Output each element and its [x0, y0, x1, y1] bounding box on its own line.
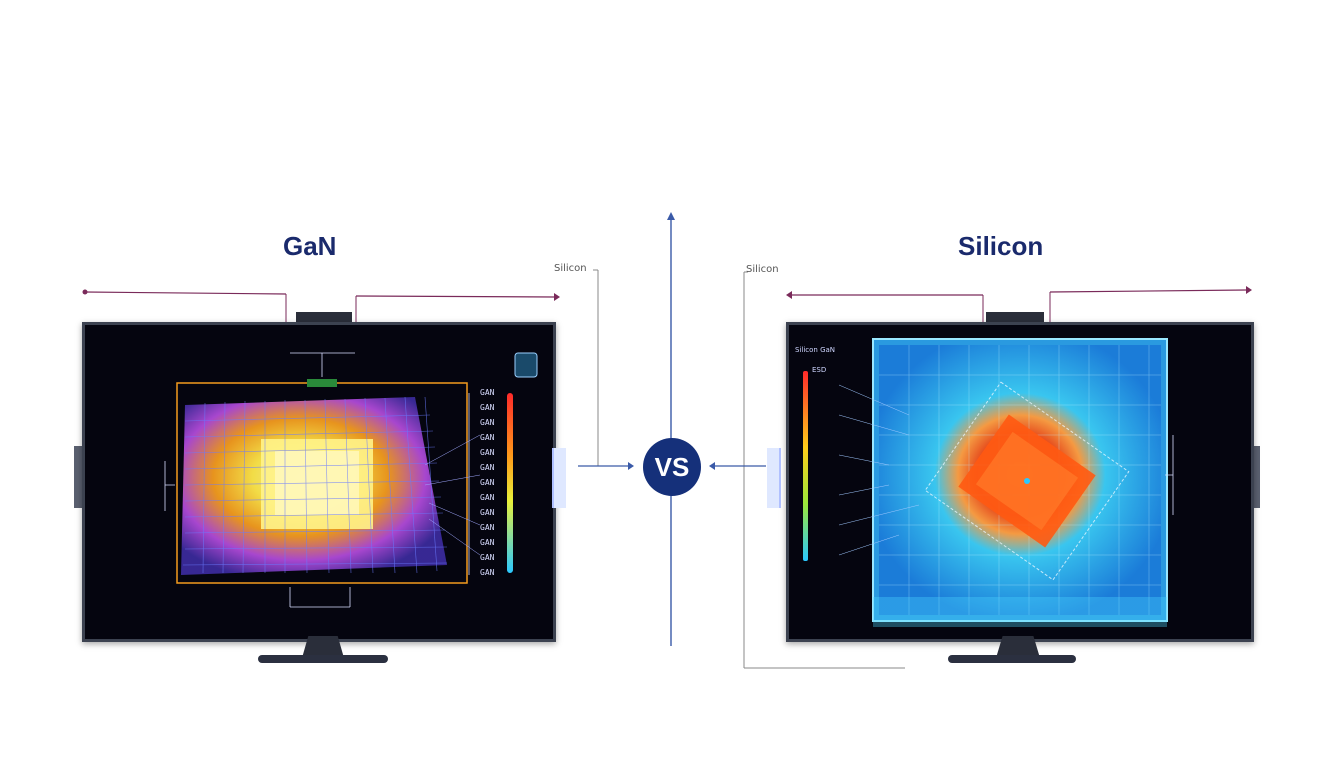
scale-label: GAN: [480, 388, 495, 397]
right-monitor-camera-clip: [986, 312, 1044, 324]
left-side-connector: [552, 448, 566, 508]
scale-label: GAN: [480, 433, 495, 442]
left-monitor-screen: [82, 322, 556, 642]
right-callout-label: Silicon: [746, 264, 779, 275]
scale-label: GAN: [480, 538, 495, 547]
silicon-temperature-scale-bar: [803, 371, 808, 561]
scale-label: GAN: [480, 553, 495, 562]
gan-temperature-scale-bar: [507, 393, 513, 573]
right-monitor-base: [948, 655, 1076, 663]
silicon-thermal-map: [803, 338, 1174, 627]
silicon-subheader: ESD: [812, 366, 827, 374]
silicon-header: Silicon GaN: [795, 346, 836, 354]
chip-icon: [514, 352, 538, 378]
gan-thermal-map: [164, 352, 538, 608]
scale-label: GAN: [480, 418, 495, 427]
scale-label: GAN: [480, 478, 495, 487]
right-monitor-side-tab: [1252, 446, 1260, 508]
scale-label: GAN: [480, 568, 495, 577]
right-monitor-neck: [996, 636, 1040, 658]
silicon-title: Silicon: [958, 231, 1044, 261]
scale-label: GAN: [480, 523, 495, 532]
left-monitor-side-tab: [74, 446, 82, 508]
right-side-connector: [767, 448, 781, 508]
scale-label: GAN: [480, 403, 495, 412]
scale-label: GAN: [480, 463, 495, 472]
scale-label: GAN: [480, 493, 495, 502]
left-monitor-base: [258, 655, 388, 663]
scale-label: GAN: [480, 448, 495, 457]
scale-label: GAN: [480, 508, 495, 517]
left-monitor-neck: [302, 636, 344, 658]
vs-badge: VS: [643, 438, 701, 496]
left-callout-label: Silicon: [554, 263, 587, 274]
left-monitor-camera-clip: [296, 312, 352, 324]
gan-title: GaN: [283, 231, 337, 261]
right-monitor-screen: [786, 322, 1254, 642]
